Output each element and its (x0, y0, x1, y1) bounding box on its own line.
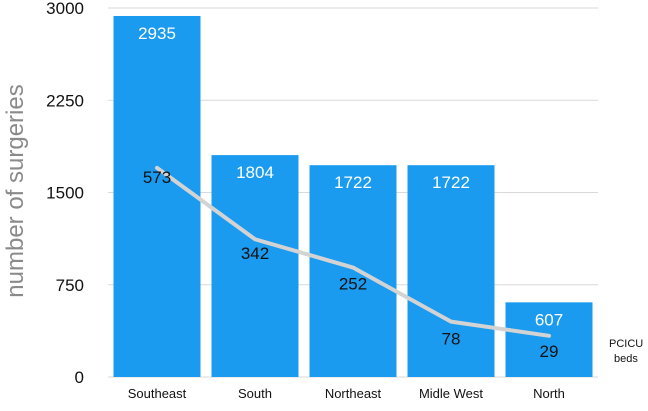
category-label: Northeast (325, 386, 382, 401)
bar-value-label: 2935 (138, 24, 176, 43)
y-tick-label: 0 (75, 368, 84, 387)
line-value-label: 29 (540, 342, 559, 361)
legend-label-line1: PCICU (609, 338, 643, 350)
legend: PCICU beds (609, 338, 643, 365)
line-value-label: 78 (442, 330, 461, 349)
y-axis-label: number of surgeries (2, 84, 29, 297)
line-value-label: 342 (241, 244, 269, 263)
bar-value-label: 1722 (334, 173, 372, 192)
bars: 2935 1804 1722 1722 607 (113, 15, 593, 378)
y-tick-label: 1500 (46, 184, 84, 203)
y-tick-label: 750 (56, 276, 84, 295)
category-label: Midle West (419, 386, 483, 401)
category-label: South (238, 386, 272, 401)
category-label: North (533, 386, 565, 401)
category-label: Southeast (128, 386, 187, 401)
y-axis-ticks: 0 750 1500 2250 3000 (46, 0, 84, 387)
bar-value-label: 1804 (236, 163, 274, 182)
bar (407, 165, 495, 377)
bar (505, 302, 593, 377)
line-value-label: 252 (339, 275, 367, 294)
y-tick-label: 2250 (46, 91, 84, 110)
bar (211, 155, 299, 377)
bar-value-label: 1722 (432, 173, 470, 192)
legend-label-line2: beds (614, 353, 638, 365)
category-labels: Southeast South Northeast Midle West North (128, 386, 565, 401)
line-value-label: 573 (143, 168, 171, 187)
bar (309, 165, 397, 377)
bar (113, 15, 201, 378)
pcicu-beds-line (155, 165, 551, 338)
bar-value-label: 607 (535, 310, 563, 329)
y-tick-label: 3000 (46, 0, 84, 18)
line-value-labels: 573 342 252 78 29 (143, 168, 559, 361)
